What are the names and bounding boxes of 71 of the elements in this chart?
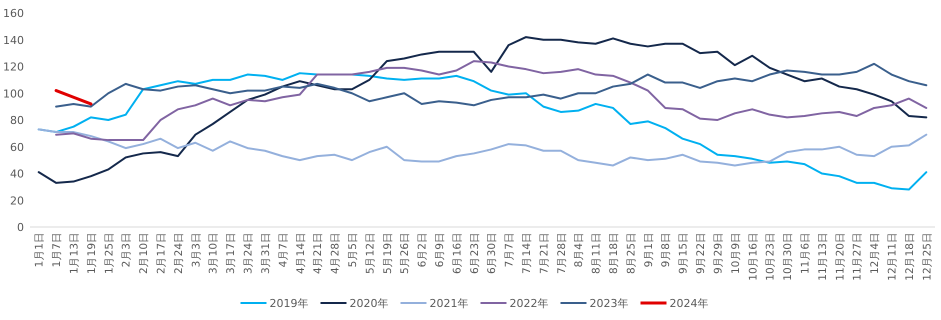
y-tick-label: 20 — [10, 194, 24, 208]
x-tick-label: 2月17日 — [156, 232, 168, 274]
legend-label: 2020年 — [350, 297, 388, 310]
x-tick-label: 12月4日 — [869, 232, 882, 274]
y-tick-label: 140 — [3, 34, 24, 47]
x-tick-label: 11月27日 — [852, 232, 864, 281]
x-tick-label: 10月30日 — [782, 232, 794, 281]
x-tick-label: 3月3日 — [190, 232, 202, 268]
x-tick-label: 2月3日 — [120, 232, 133, 268]
x-tick-label: 5月19日 — [382, 232, 394, 274]
x-tick-label: 3月10日 — [208, 232, 220, 274]
x-tick-label: 3月31日 — [260, 232, 272, 274]
x-tick-label: 7月28日 — [556, 232, 568, 274]
y-tick-label: 60 — [10, 140, 24, 154]
x-tick-label: 5月12日 — [364, 232, 376, 274]
y-tick-label: 40 — [10, 168, 24, 180]
line-series — [38, 36, 928, 184]
x-tick-label: 8月25日 — [625, 232, 638, 274]
x-tick-label: 11月20日 — [834, 232, 846, 281]
x-tick-label: 1月19日 — [86, 232, 98, 274]
x-tick-label: 4月21日 — [312, 232, 324, 274]
legend-label: 2023年 — [590, 297, 628, 310]
x-tick-label: 1月25日 — [103, 232, 116, 274]
x-tick-label: 12月11日 — [886, 232, 898, 281]
x-tick-label: 9月1日 — [642, 232, 655, 268]
legend-label: 2022年 — [510, 297, 548, 310]
x-tick-label: 8月18日 — [608, 232, 620, 274]
x-tick-label: 1月13日 — [68, 232, 81, 274]
y-tick-label: 160 — [3, 7, 24, 20]
x-tick-label: 10月16日 — [747, 232, 760, 281]
y-tick-label: 100 — [3, 87, 24, 100]
x-tick-label: 10月9日 — [730, 232, 742, 274]
x-tick-label: 5月26日 — [399, 232, 412, 274]
x-tick-label: 6月9日 — [434, 232, 446, 268]
x-tick-label: 8月4日 — [573, 232, 586, 268]
x-tick-label: 9月29日 — [712, 232, 724, 274]
x-tick-label: 12月18日 — [904, 232, 916, 281]
x-tick-label: 7月7日 — [504, 232, 516, 268]
x-tick-label: 4月28日 — [330, 232, 342, 274]
x-tick-label: 3月17日 — [225, 232, 238, 274]
x-tick-label: 11月6日 — [799, 232, 812, 274]
legend-label: 2024年 — [670, 297, 708, 310]
x-tick-label: 6月23日 — [468, 232, 481, 274]
x-tick-label: 11月13日 — [816, 232, 829, 281]
x-tick-label: 1月7日 — [51, 232, 64, 268]
x-tick-label: 1月1日 — [34, 232, 46, 268]
x-tick-label: 6月2日 — [416, 232, 429, 268]
legend-label: 2021年 — [430, 297, 468, 310]
x-tick-label: 12月25日 — [921, 232, 934, 281]
line-series — [55, 62, 928, 108]
x-tick-label: 9月22日 — [695, 232, 708, 274]
x-tick-label: 8月11日 — [590, 232, 603, 274]
x-tick-label: 10月23日 — [764, 232, 777, 281]
x-tick-label: 2月10日 — [138, 232, 150, 274]
y-tick-label: 0 — [17, 221, 24, 234]
x-tick-label: 3月24日 — [242, 232, 255, 274]
x-tick-label: 9月15日 — [678, 232, 690, 274]
line-series — [55, 60, 928, 142]
line-series — [38, 128, 928, 166]
x-tick-label: 7月21日 — [538, 232, 550, 274]
legend-label: 2019年 — [270, 297, 308, 310]
x-tick-label: 4月14日 — [294, 232, 307, 274]
x-tick-label: 4月7日 — [277, 232, 290, 268]
x-tick-label: 7月14日 — [521, 232, 534, 274]
x-tick-label: 9月8日 — [660, 232, 672, 268]
y-tick-label: 80 — [10, 114, 24, 127]
x-tick-label: 6月16日 — [451, 232, 464, 274]
x-tick-label: 6月30日 — [486, 232, 498, 274]
x-tick-label: 2月24日 — [172, 232, 185, 274]
x-tick-label: 5月5日 — [346, 232, 359, 268]
y-tick-label: 120 — [3, 60, 24, 74]
